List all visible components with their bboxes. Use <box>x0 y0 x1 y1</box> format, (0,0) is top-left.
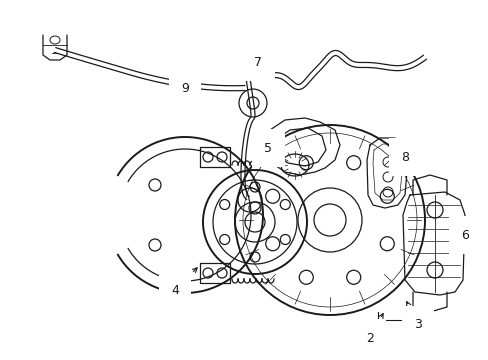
Text: 1: 1 <box>0 359 1 360</box>
Text: 6: 6 <box>457 229 468 242</box>
Text: 9: 9 <box>173 81 188 95</box>
Text: 2: 2 <box>366 314 382 345</box>
Text: 5: 5 <box>264 141 276 154</box>
Text: 7: 7 <box>253 55 265 71</box>
Text: 8: 8 <box>396 150 408 163</box>
Text: 4: 4 <box>171 268 197 297</box>
Text: 3: 3 <box>406 302 421 332</box>
